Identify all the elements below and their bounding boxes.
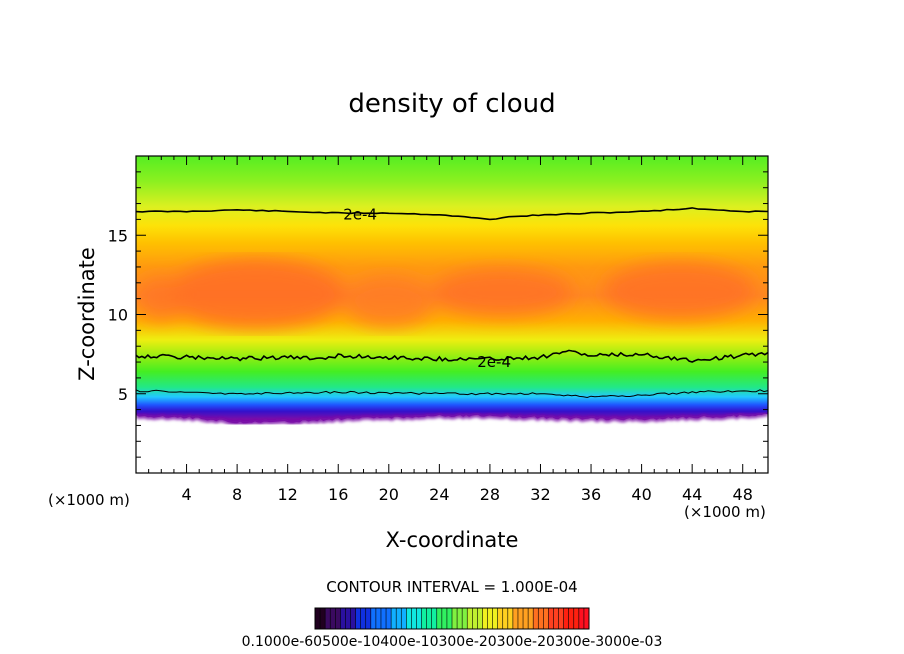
colorbar-swatch [452,608,458,629]
y-axis-unit: (×1000 m) [48,491,130,509]
colorbar-swatch [320,608,326,629]
colorbar-swatch [401,608,407,629]
x-tick-label-6: 28 [480,485,500,504]
colorbar-swatch [528,608,534,629]
colorbar-swatch [548,608,554,629]
colorbar-swatch [446,608,453,629]
contour-label-0: 2e-4 [343,206,377,224]
colorbar-swatch [441,608,448,629]
colorbar-swatch [517,608,524,629]
colorbar-labels: 0.1000e-60500e-10400e-10300e-20300e-2030… [242,634,663,650]
x-tick-label-5: 24 [429,485,449,504]
x-axis-ticks: 4 8 12 16 20 24 28 32 36 40 44 48 [148,156,756,504]
colorbar-swatch [360,608,367,629]
dense-core-4 [136,276,187,321]
clear-air-below-cloud [136,413,768,473]
y-tick-label-1: 10 [108,306,128,325]
x-axis-unit: (×1000 m) [684,503,766,521]
x-tick-label-1: 8 [232,485,242,504]
colorbar-swatch [386,608,392,629]
colorbar-swatch [457,608,463,629]
contour-label-1: 2e-4 [477,353,511,371]
colorbar-swatch [512,608,519,629]
colorbar-swatch [578,608,585,629]
colorbar-swatch [538,608,544,629]
colorbar-swatch [350,608,357,629]
y-axis-label: Z-coordinate [75,247,99,381]
colorbar-swatch [523,608,529,629]
colorbar-swatch [472,608,478,629]
dense-cores [136,259,756,329]
dense-core-0 [167,259,345,329]
y-axis-ticks: 5 10 15 [108,171,768,458]
colorbar-swatch [492,608,499,629]
colorbar-swatch [507,608,514,629]
colorbar-swatch [416,608,423,629]
colorbar-swatch [380,608,387,629]
colorbar-swatch [467,608,473,629]
colorbar-swatch [335,608,341,629]
colorbar-swatch [315,608,321,629]
colorbar-swatch [487,608,494,629]
x-tick-label-4: 20 [379,485,399,504]
x-tick-label-8: 36 [581,485,601,504]
x-tick-label-3: 16 [328,485,348,504]
x-tick-label-7: 32 [530,485,550,504]
colorbar-swatch [477,608,483,629]
colorbar-swatch [431,608,438,629]
y-tick-label-2: 15 [108,226,128,245]
colorbar-swatch [406,608,412,629]
contour-line-upper [136,207,768,221]
colorbar-swatch [568,608,575,629]
colorbar-swatch [355,608,362,629]
x-axis-label: X-coordinate [386,528,519,552]
colorbar-swatch [340,608,346,629]
x-tick-label-9: 40 [631,485,651,504]
colorbar-swatch [436,608,443,629]
plot-area: 2e-4 2e-4 [136,156,768,473]
colorbar-swatch [543,608,549,629]
colorbar-swatch [482,608,489,629]
colorbar-swatch [573,608,580,629]
colorbar-swatch [533,608,539,629]
colorbar-swatch [365,608,372,629]
cloud-base-fringe [136,411,768,426]
colorbar-swatch [502,608,509,629]
colorbar-swatch [370,608,377,629]
dense-core-2 [433,268,573,317]
dense-core-3 [603,262,756,320]
contour-line-cloud-base [136,389,768,399]
colorbar-swatch [563,608,570,629]
colorbar-swatch [375,608,382,629]
colorbar-swatch [558,608,565,629]
colorbar-swatch [583,608,590,629]
x-tick-label-0: 4 [181,485,191,504]
colorbar-swatch [391,608,397,629]
colorbar-swatch [396,608,402,629]
colorbar-swatch [426,608,433,629]
colorbar-swatch [345,608,352,629]
colorbar-swatch [497,608,504,629]
contour-interval-note: CONTOUR INTERVAL = 1.000E-04 [326,578,577,596]
x-tick-label-10: 44 [682,485,702,504]
colorbar-swatch [330,608,336,629]
colorbar-swatch [325,608,331,629]
x-tick-label-2: 12 [278,485,298,504]
colorbar-swatch [411,608,417,629]
colorbar-frame [314,607,590,630]
colorbar-swatch [421,608,428,629]
contour-labels: 2e-4 2e-4 [343,206,511,371]
colorbar-swatch [553,608,560,629]
dense-core-1 [344,276,434,328]
chart-title: density of cloud [348,89,555,119]
colorbar [314,608,590,629]
x-tick-label-11: 48 [733,485,753,504]
colorbar-swatch [462,608,468,629]
contour-line-lower [136,349,768,363]
y-tick-label-0: 5 [118,385,128,404]
